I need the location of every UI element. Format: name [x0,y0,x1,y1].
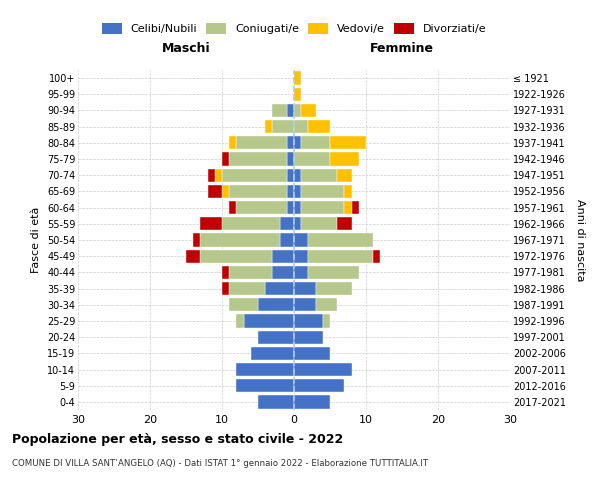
Bar [294,266,308,279]
Bar [352,201,359,214]
Bar [280,234,294,246]
Bar [308,266,359,279]
Bar [244,314,294,328]
Bar [236,314,244,328]
Bar [294,152,330,166]
Y-axis label: Fasce di età: Fasce di età [31,207,41,273]
Bar [294,201,301,214]
Bar [208,168,215,182]
Bar [236,136,287,149]
Bar [294,120,308,134]
Bar [294,104,301,117]
Bar [258,396,294,408]
Bar [229,201,236,214]
Bar [222,282,229,295]
Bar [294,330,323,344]
Bar [222,217,280,230]
Bar [294,234,308,246]
Bar [301,185,344,198]
Bar [215,168,222,182]
Bar [287,152,294,166]
Legend: Celibi/Nubili, Coniugati/e, Vedovi/e, Divorziati/e: Celibi/Nubili, Coniugati/e, Vedovi/e, Di… [102,23,486,34]
Bar [229,185,287,198]
Bar [294,185,301,198]
Bar [272,250,294,263]
Text: COMUNE DI VILLA SANT’ANGELO (AQ) - Dati ISTAT 1° gennaio 2022 - Elaborazione TUT: COMUNE DI VILLA SANT’ANGELO (AQ) - Dati … [12,459,428,468]
Bar [222,152,229,166]
Bar [251,346,294,360]
Text: Popolazione per età, sesso e stato civile - 2022: Popolazione per età, sesso e stato civil… [12,432,343,446]
Bar [294,396,330,408]
Bar [294,250,308,263]
Bar [330,152,359,166]
Bar [294,379,344,392]
Bar [330,136,366,149]
Bar [301,136,330,149]
Bar [337,168,352,182]
Bar [301,104,316,117]
Bar [287,168,294,182]
Text: Maschi: Maschi [161,42,211,56]
Bar [287,104,294,117]
Bar [258,330,294,344]
Bar [200,250,272,263]
Bar [294,168,301,182]
Bar [287,201,294,214]
Bar [294,72,301,85]
Bar [272,266,294,279]
Bar [287,136,294,149]
Bar [193,234,200,246]
Bar [308,250,373,263]
Bar [308,234,373,246]
Bar [280,217,294,230]
Bar [308,120,330,134]
Bar [287,185,294,198]
Bar [316,282,352,295]
Bar [294,88,301,101]
Bar [272,104,287,117]
Bar [373,250,380,263]
Bar [344,185,352,198]
Bar [294,363,352,376]
Bar [344,201,352,214]
Bar [229,266,272,279]
Bar [200,234,280,246]
Bar [229,136,236,149]
Bar [294,298,316,312]
Text: Femmine: Femmine [370,42,434,56]
Bar [222,266,229,279]
Bar [316,298,337,312]
Bar [258,298,294,312]
Bar [265,120,272,134]
Bar [301,168,337,182]
Bar [337,217,352,230]
Bar [236,379,294,392]
Bar [272,120,294,134]
Y-axis label: Anni di nascita: Anni di nascita [575,198,585,281]
Bar [229,152,287,166]
Bar [236,201,287,214]
Bar [229,298,258,312]
Bar [200,217,222,230]
Bar [294,346,330,360]
Bar [186,250,200,263]
Bar [294,136,301,149]
Bar [294,314,323,328]
Bar [222,185,229,198]
Bar [229,282,265,295]
Bar [301,217,337,230]
Bar [323,314,330,328]
Bar [294,282,316,295]
Bar [301,201,344,214]
Bar [208,185,222,198]
Bar [294,217,301,230]
Bar [222,168,287,182]
Bar [236,363,294,376]
Bar [265,282,294,295]
